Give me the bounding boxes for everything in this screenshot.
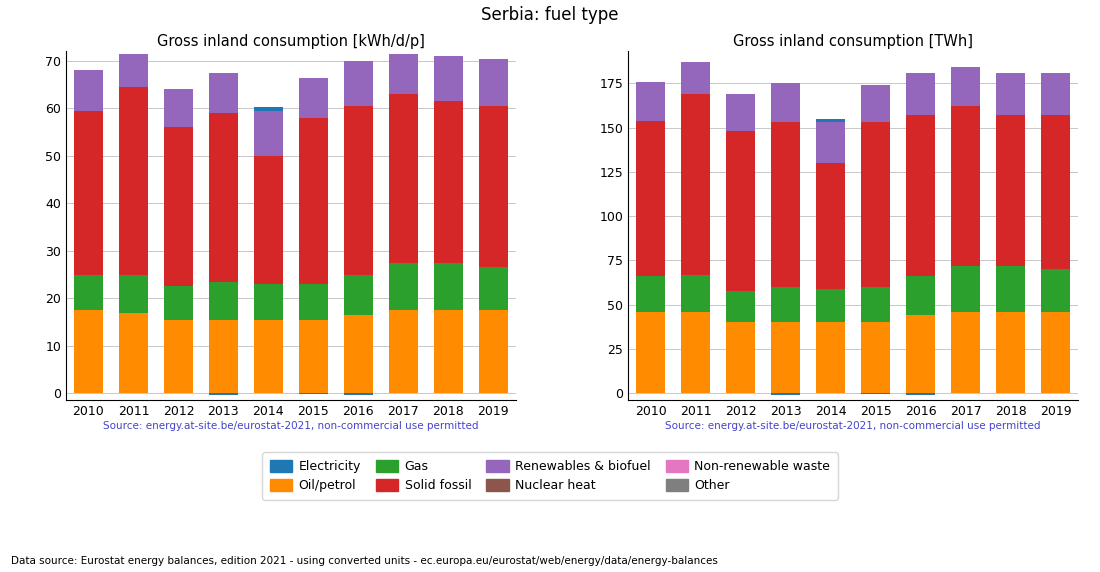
Bar [636,276,666,312]
Bar [996,312,1025,394]
Bar [254,284,283,320]
Bar [299,118,328,284]
Bar [726,94,756,131]
Bar [996,266,1025,312]
Bar [388,263,418,310]
Title: Gross inland consumption [TWh]: Gross inland consumption [TWh] [733,34,974,49]
Bar [299,78,328,118]
Bar [164,320,194,394]
Bar [74,70,103,111]
Bar [433,263,463,310]
Bar [254,156,283,284]
Bar [636,82,666,121]
Bar [726,291,756,323]
Bar [681,62,711,94]
Bar [636,312,666,394]
Bar [343,61,373,106]
X-axis label: Source: energy.at-site.be/eurostat-2021, non-commercial use permitted: Source: energy.at-site.be/eurostat-2021,… [666,421,1041,431]
Bar [861,85,890,122]
Bar [478,268,508,310]
Bar [433,310,463,394]
Bar [74,310,103,394]
Bar [1041,312,1070,394]
Bar [906,115,935,276]
Bar [681,94,711,275]
Bar [254,107,283,111]
Bar [681,312,711,394]
Bar [343,106,373,275]
Bar [1041,115,1070,269]
Bar [861,122,890,287]
Bar [478,58,508,106]
X-axis label: Source: energy.at-site.be/eurostat-2021, non-commercial use permitted: Source: energy.at-site.be/eurostat-2021,… [103,421,478,431]
Text: Data source: Eurostat energy balances, edition 2021 - using converted units - ec: Data source: Eurostat energy balances, e… [11,557,718,566]
Bar [861,323,890,394]
Bar [254,320,283,394]
Bar [771,394,801,395]
Legend: Electricity, Oil/petrol, Gas, Solid fossil, Renewables & biofuel, Nuclear heat, : Electricity, Oil/petrol, Gas, Solid foss… [262,452,838,500]
Bar [996,115,1025,266]
Bar [950,312,980,394]
Bar [209,394,238,395]
Bar [119,54,148,87]
Bar [388,310,418,394]
Bar [861,287,890,323]
Bar [771,84,801,122]
Bar [906,315,935,394]
Bar [164,128,194,287]
Text: Serbia: fuel type: Serbia: fuel type [482,6,618,23]
Bar [119,312,148,394]
Bar [950,67,980,106]
Bar [636,121,666,276]
Bar [433,56,463,101]
Bar [816,122,845,163]
Bar [726,323,756,394]
Bar [478,310,508,394]
Bar [299,320,328,394]
Bar [74,111,103,275]
Bar [478,106,508,268]
Bar [726,131,756,291]
Bar [74,275,103,310]
Bar [209,282,238,320]
Bar [816,163,845,289]
Bar [906,276,935,315]
Bar [996,73,1025,115]
Bar [164,287,194,320]
Bar [771,287,801,323]
Bar [1041,269,1070,312]
Title: Gross inland consumption [kWh/d/p]: Gross inland consumption [kWh/d/p] [157,34,425,49]
Bar [343,275,373,315]
Bar [164,89,194,128]
Bar [119,87,148,275]
Bar [209,73,238,113]
Bar [771,122,801,287]
Bar [950,266,980,312]
Bar [950,106,980,266]
Bar [119,275,148,312]
Bar [816,119,845,122]
Bar [816,289,845,323]
Bar [906,394,935,395]
Bar [816,323,845,394]
Bar [209,320,238,394]
Bar [209,113,238,282]
Bar [681,275,711,312]
Bar [343,315,373,394]
Bar [906,73,935,115]
Bar [433,101,463,263]
Bar [254,111,283,156]
Bar [388,94,418,263]
Bar [1041,73,1070,115]
Bar [343,394,373,395]
Bar [388,54,418,94]
Bar [299,284,328,320]
Bar [771,323,801,394]
